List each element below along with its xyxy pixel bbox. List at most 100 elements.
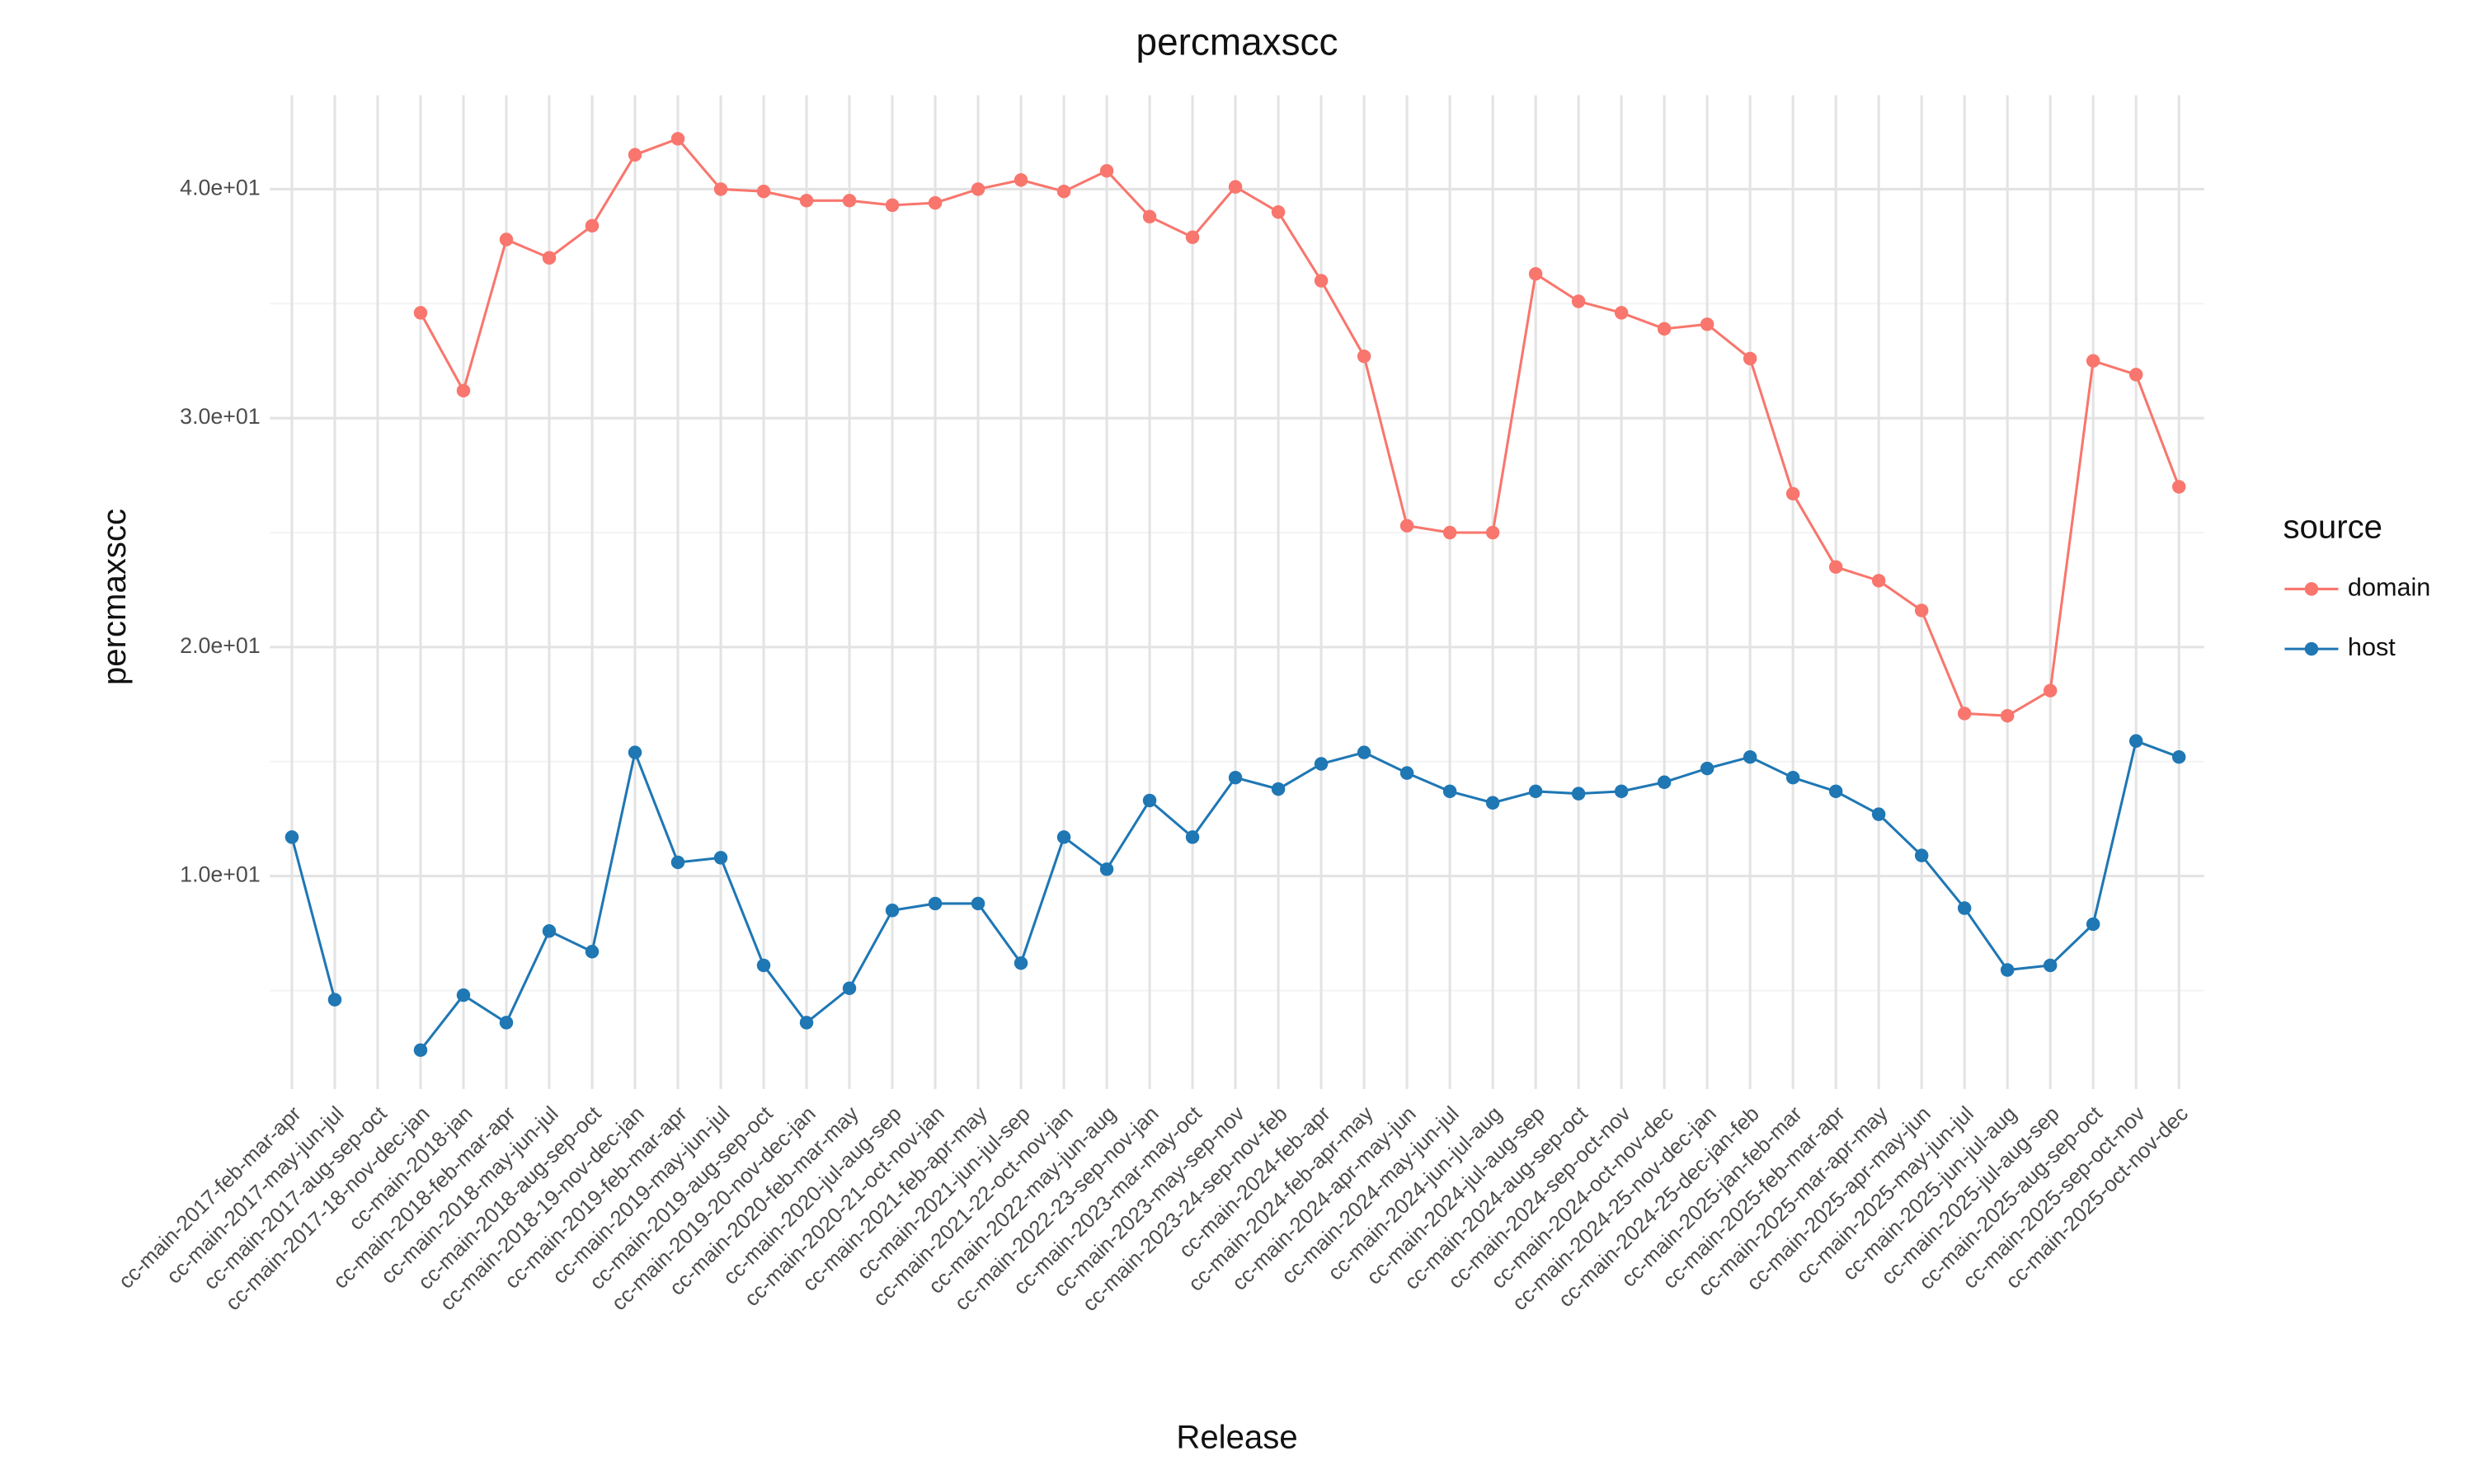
data-point xyxy=(1700,317,1714,331)
data-point xyxy=(1871,807,1886,821)
data-point xyxy=(2086,354,2100,368)
data-point xyxy=(1828,784,1843,799)
x-tick-label: cc-main-2017-may-jun-jul xyxy=(162,1102,349,1289)
data-point xyxy=(1743,749,1757,764)
data-point xyxy=(456,988,471,1003)
data-point xyxy=(1571,787,1586,801)
data-point xyxy=(928,195,943,210)
data-point xyxy=(327,993,342,1007)
data-point xyxy=(456,383,471,398)
data-point xyxy=(413,1043,428,1057)
data-point xyxy=(1056,830,1071,844)
data-point xyxy=(842,981,857,995)
data-point xyxy=(285,830,299,844)
data-point xyxy=(1914,603,1929,618)
legend-marker xyxy=(2304,582,2319,596)
data-point xyxy=(2000,708,2015,723)
data-point xyxy=(885,198,900,213)
data-point xyxy=(1957,901,1972,915)
data-point xyxy=(1442,525,1457,540)
data-point xyxy=(1957,707,1972,721)
data-point xyxy=(1056,184,1071,199)
data-point xyxy=(542,251,557,265)
data-point xyxy=(971,182,985,196)
y-tick-label: 3.0e+01 xyxy=(180,404,260,429)
data-point xyxy=(842,194,857,208)
data-point xyxy=(499,1016,514,1030)
data-point xyxy=(1785,770,1800,785)
legend-marker xyxy=(2304,641,2319,656)
data-point xyxy=(628,148,642,162)
data-point xyxy=(1142,209,1157,223)
data-point xyxy=(1871,574,1886,588)
data-point xyxy=(1142,793,1157,808)
data-point xyxy=(1485,525,1500,540)
series-line xyxy=(290,837,336,1000)
data-point xyxy=(1528,266,1543,281)
data-point xyxy=(1399,766,1414,780)
data-point xyxy=(1657,322,1672,336)
data-point xyxy=(1099,862,1114,876)
legend-label: domain xyxy=(2348,574,2430,602)
y-tick-label: 4.0e+01 xyxy=(180,176,260,200)
data-point xyxy=(670,132,685,146)
x-axis-title: Release xyxy=(1176,1418,1297,1455)
data-point xyxy=(1099,163,1114,178)
data-point xyxy=(756,184,771,199)
data-point xyxy=(1485,796,1500,810)
data-point xyxy=(2128,368,2143,382)
data-point xyxy=(1185,830,1200,844)
data-point xyxy=(1399,519,1414,533)
data-point xyxy=(799,1016,814,1030)
series-line xyxy=(419,137,2180,717)
data-point xyxy=(1014,173,1028,187)
series-line xyxy=(419,739,2180,1051)
data-point xyxy=(499,232,514,247)
data-point xyxy=(1442,784,1457,799)
data-point xyxy=(713,851,728,865)
data-point xyxy=(1357,745,1371,759)
data-point xyxy=(1228,180,1243,194)
data-point xyxy=(1614,306,1629,320)
legend-label: host xyxy=(2348,633,2396,661)
data-point xyxy=(1185,230,1200,244)
data-point xyxy=(628,745,642,759)
data-point xyxy=(1228,770,1243,785)
data-point xyxy=(713,182,728,196)
data-point xyxy=(1271,782,1286,796)
data-point xyxy=(1914,848,1929,862)
data-point xyxy=(1828,560,1843,574)
data-point xyxy=(1271,204,1286,219)
data-point xyxy=(1014,956,1028,970)
chart-title: percmaxscc xyxy=(1136,20,1338,63)
data-point xyxy=(585,218,600,233)
data-point xyxy=(413,306,428,320)
data-point xyxy=(1314,757,1329,771)
data-point xyxy=(542,924,557,938)
y-tick-label: 1.0e+01 xyxy=(180,862,260,887)
data-point xyxy=(1314,274,1329,288)
data-point xyxy=(1357,349,1371,364)
data-point xyxy=(2043,683,2058,697)
y-tick-label: 2.0e+01 xyxy=(180,633,260,658)
data-point xyxy=(1785,486,1800,501)
data-point xyxy=(928,896,943,911)
data-point xyxy=(1657,775,1672,789)
y-axis-title: percmaxscc xyxy=(96,509,133,685)
data-point xyxy=(670,855,685,870)
data-point xyxy=(1528,784,1543,799)
data-point xyxy=(2086,917,2100,932)
data-point xyxy=(885,904,900,918)
data-point xyxy=(1700,761,1714,776)
data-point xyxy=(799,194,814,208)
data-point xyxy=(2128,734,2143,748)
data-point xyxy=(1571,294,1586,308)
data-point xyxy=(2000,963,2015,977)
legend-title: source xyxy=(2283,508,2382,545)
data-point xyxy=(2171,480,2186,494)
data-point xyxy=(2043,958,2058,973)
data-point xyxy=(1614,784,1629,799)
data-point xyxy=(585,945,600,959)
